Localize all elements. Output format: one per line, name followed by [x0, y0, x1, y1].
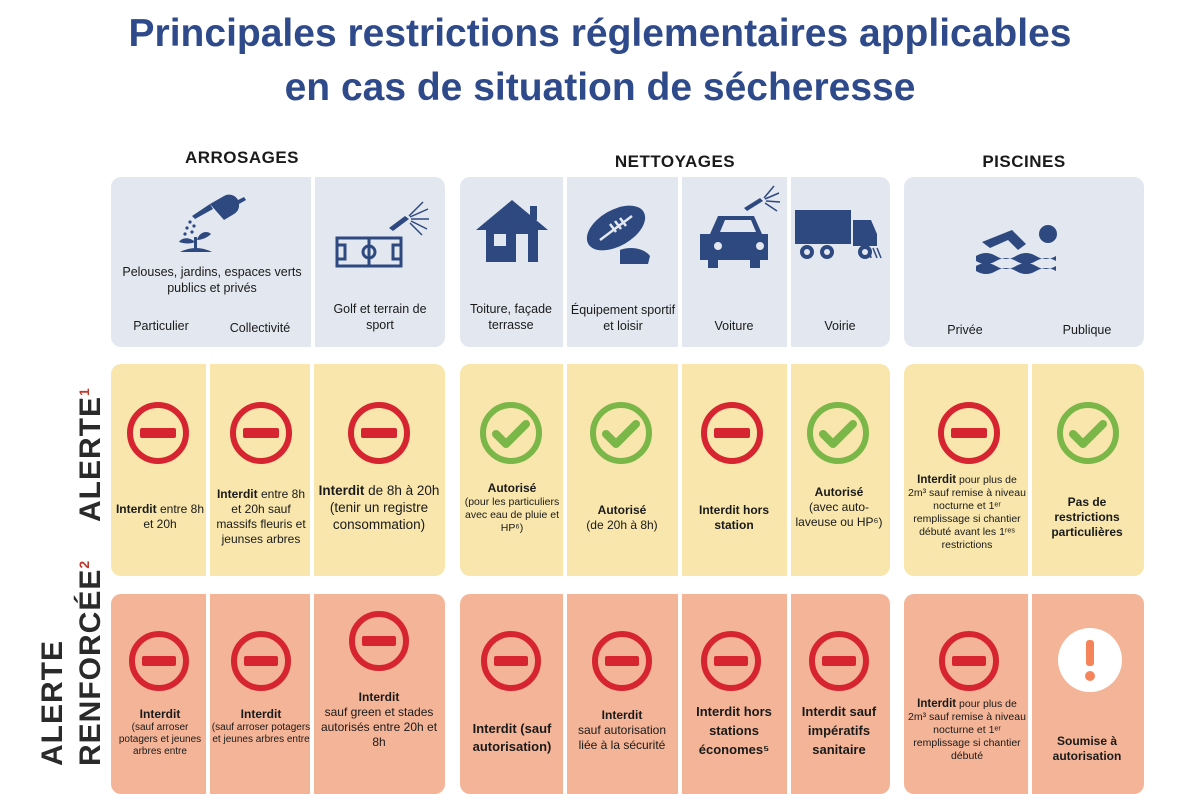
renforcee-cell-publique: Soumise à autorisation	[1052, 734, 1122, 763]
header-equipement: Équipement sportif et loisir	[570, 303, 676, 333]
alerte-cell-toiture: Autorisé (pour les particuliers avec eau …	[464, 481, 560, 535]
warning-icon	[1058, 628, 1122, 692]
alerte-cell-golf: Interdit de 8h à 20h (tenir un registre …	[318, 483, 440, 532]
page-title-line1: Principales restrictions réglementaires …	[128, 12, 1072, 55]
forbidden-icon	[701, 631, 761, 691]
header-publique: Publique	[1062, 323, 1112, 337]
forbidden-icon	[349, 611, 409, 671]
renforcee-cell-toiture: Interdit (sauf autorisation)	[472, 721, 552, 754]
header-collectivite: Collectivité	[229, 321, 291, 335]
group-title-nettoyages: NETTOYAGES	[614, 152, 736, 171]
forbidden-icon	[809, 631, 869, 691]
alerte-cell-particulier: Interdit entre 8h et 20h	[115, 502, 205, 531]
header-golf: Golf et terrain de sport	[333, 302, 427, 332]
alerte-cell-privee: Interdit pour plus de 2m³ sauf remise à …	[908, 474, 1026, 551]
header-voiture: Voiture	[714, 319, 754, 333]
alerte-panel-piscines	[904, 364, 1144, 576]
header-panel-arrosages	[111, 177, 445, 347]
forbidden-icon	[592, 631, 652, 691]
sports-field-icon	[335, 201, 429, 268]
page-title-line2: en cas de situation de sécheresse	[284, 66, 916, 109]
forbidden-icon	[348, 402, 410, 464]
renforcee-panel-nettoyages	[460, 594, 890, 794]
renforcee-cell-equipement: Interdit sauf autorisation liée à la sécu…	[577, 708, 667, 752]
forbidden-icon	[938, 402, 1000, 464]
renforcee-panel-arrosages	[111, 594, 445, 794]
row-label-alerte: ALERTE1	[74, 387, 107, 522]
row-label-renforcee-2: RENFORCÉE2	[74, 559, 107, 766]
forbidden-icon	[230, 402, 292, 464]
alerte-cell-voiture: Interdit hors station	[698, 503, 769, 532]
header-privee: Privée	[947, 323, 983, 337]
car-wash-icon	[700, 185, 780, 268]
forbidden-icon	[231, 631, 291, 691]
forbidden-icon	[701, 402, 763, 464]
group-title-arrosages: ARROSAGES	[184, 148, 300, 167]
alerte-panel-nettoyages	[460, 364, 890, 576]
header-toiture: Toiture, façade terrasse	[470, 302, 552, 332]
check-icon	[590, 402, 652, 464]
house-icon	[476, 200, 548, 262]
watering-can-icon	[179, 194, 246, 252]
forbidden-icon	[939, 631, 999, 691]
renforcee-panel-piscines	[904, 594, 1144, 794]
rugby-ball-icon	[586, 205, 650, 264]
renforcee-cell-voiture: Interdit hors stations économes⁵	[696, 704, 772, 757]
renforcee-cell-privee: Interdit pour plus de 2m³ sauf remise à …	[908, 698, 1026, 762]
check-icon	[1057, 402, 1119, 464]
check-icon	[807, 402, 869, 464]
forbidden-icon	[481, 631, 541, 691]
renforcee-cell-particulier: Interdit (sauf arroser potagers et jeunes…	[118, 707, 202, 757]
header-pelouses: Pelouses, jardins, espaces verts publics…	[122, 265, 302, 295]
row-label-renforcee-1: ALERTE	[36, 640, 69, 766]
renforcee-cell-voirie: Interdit sauf impératifs sanitaire	[801, 704, 877, 757]
alerte-cell-publique: Pas de restrictions particulières	[1051, 495, 1123, 539]
street-sweeper-icon	[795, 210, 882, 259]
alerte-panel-arrosages	[111, 364, 445, 576]
renforcee-cell-collectivite: Interdit (sauf arroser potagers et jeunes…	[211, 707, 311, 745]
header-voirie: Voirie	[824, 319, 856, 333]
group-title-piscines: PISCINES	[982, 152, 1066, 171]
swimmer-icon	[976, 225, 1057, 274]
alerte-cell-collectivite: Interdit entre 8h et 20h sauf massifs fl…	[216, 487, 306, 546]
forbidden-icon	[129, 631, 189, 691]
renforcee-cell-golf: Interdit sauf green et stades autorisés e…	[320, 690, 438, 749]
alerte-cell-voirie: Autorisé (avec auto-laveuse ou HP⁶)	[795, 485, 883, 529]
check-icon	[480, 402, 542, 464]
alerte-cell-equipement: Autorisé (de 20h à 8h)	[586, 503, 658, 532]
forbidden-icon	[127, 402, 189, 464]
header-particulier: Particulier	[133, 319, 189, 333]
